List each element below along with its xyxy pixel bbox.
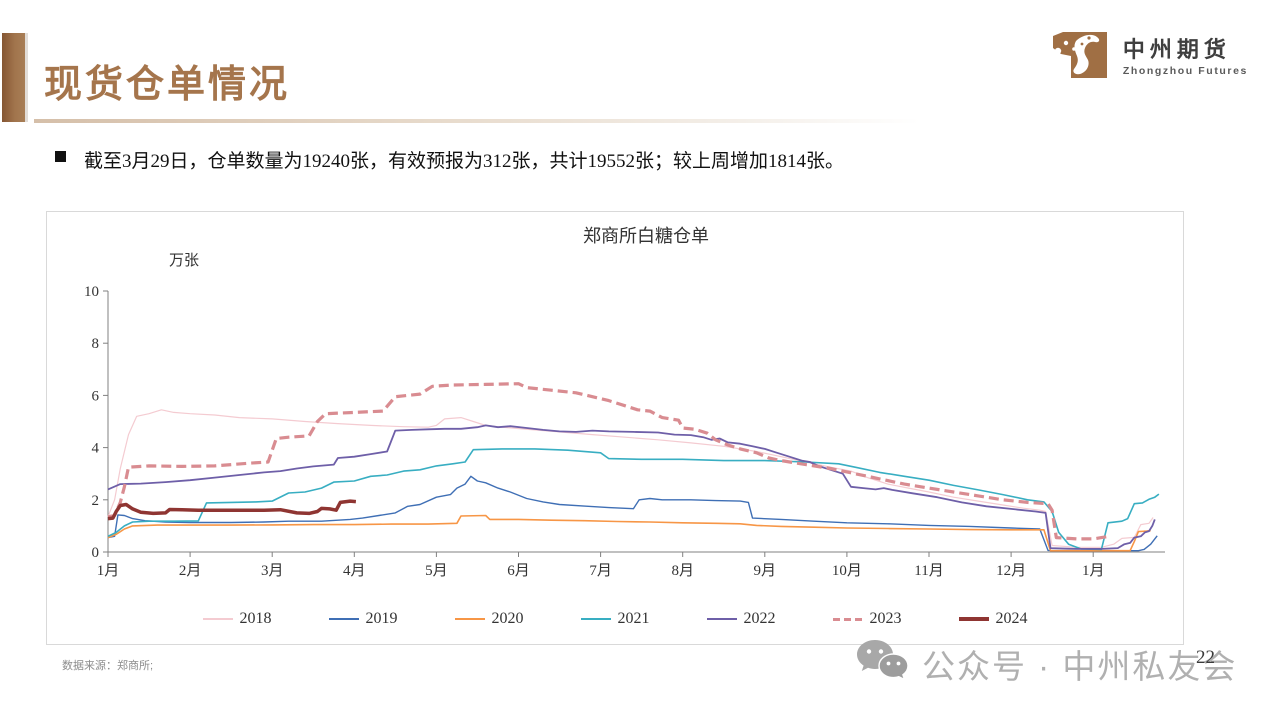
legend-item-2021: 2021 bbox=[580, 610, 650, 628]
logo-text: 中州期货 Zhongzhou Futures bbox=[1122, 36, 1248, 78]
title-accent-bar bbox=[2, 33, 28, 122]
bullet-text: 截至3月29日，仓单数量为19240张，有效预报为312张，共计19552张；较… bbox=[84, 151, 845, 172]
logo-name-en: Zhongzhou Futures bbox=[1122, 65, 1248, 78]
x-tick-label: 5月 bbox=[425, 563, 448, 579]
y-axis-unit-label: 万张 bbox=[169, 252, 199, 269]
y-tick-label: 10 bbox=[84, 284, 99, 300]
x-tick-label: 8月 bbox=[671, 563, 694, 579]
watermark-text: 公众号 · 中州私友会 bbox=[922, 647, 1238, 685]
wechat-icon bbox=[856, 638, 909, 689]
series-line-2020 bbox=[107, 514, 1151, 552]
y-tick-label: 0 bbox=[92, 545, 100, 561]
data-source-note: 数据来源：郑商所; bbox=[62, 660, 154, 672]
series-line-2021 bbox=[107, 448, 1160, 551]
legend-label-2020: 2020 bbox=[491, 610, 524, 627]
logo-name-cn: 中州期货 bbox=[1122, 36, 1231, 62]
x-tick-label: 4月 bbox=[343, 563, 366, 579]
x-tick-label: 2月 bbox=[179, 563, 202, 579]
bullet-square-icon bbox=[55, 151, 66, 162]
chart-container: 郑商所白糖仓单万张 0 2 4 6 8 10 1月 2月 3月 4月 5月 6月 7月 8月 9月 10月 11月… bbox=[46, 211, 1184, 645]
legend-swatch-2018 bbox=[202, 618, 233, 620]
x-tick-label: 1月 bbox=[1082, 563, 1105, 579]
legend-item-2024: 2024 bbox=[958, 610, 1028, 628]
legend-label-2021: 2021 bbox=[617, 610, 650, 627]
x-tick-label: 11月 bbox=[914, 563, 943, 579]
legend-label-2018: 2018 bbox=[239, 610, 272, 627]
series-line-2023 bbox=[107, 382, 1110, 541]
x-tick-label: 1月 bbox=[97, 563, 120, 579]
x-tick-label: 9月 bbox=[754, 563, 777, 579]
series-line-2024 bbox=[107, 499, 357, 521]
legend-swatch-2022 bbox=[706, 618, 737, 620]
legend-label-2024: 2024 bbox=[995, 610, 1028, 627]
series-line-2018 bbox=[107, 409, 1154, 548]
page-title: 现货仓单情况 bbox=[44, 64, 291, 106]
company-logo: 中州期货 Zhongzhou Futures bbox=[1049, 28, 1248, 87]
page-number: 22 bbox=[1196, 647, 1215, 668]
legend-swatch-2021 bbox=[580, 618, 611, 620]
x-tick-label: 7月 bbox=[589, 563, 612, 579]
series-line-2019 bbox=[107, 475, 1158, 552]
legend-item-2018: 2018 bbox=[202, 610, 272, 628]
wechat-watermark: 公众号 · 中州私友会 bbox=[856, 638, 1237, 689]
legend-item-2022: 2022 bbox=[706, 610, 776, 628]
title-underline bbox=[34, 119, 920, 123]
leopard-logo-icon bbox=[1049, 28, 1111, 87]
series-line-2022 bbox=[107, 424, 1156, 550]
chart-legend: 2018 2019 2020 2021 2022 2023 2024 bbox=[47, 610, 1183, 628]
legend-label-2023: 2023 bbox=[869, 610, 902, 627]
y-tick-label: 8 bbox=[92, 336, 100, 352]
legend-swatch-2020 bbox=[454, 618, 485, 620]
legend-label-2019: 2019 bbox=[365, 610, 398, 627]
x-tick-label: 12月 bbox=[996, 563, 1026, 579]
x-tick-label: 10月 bbox=[832, 563, 862, 579]
legend-label-2022: 2022 bbox=[743, 610, 776, 627]
legend-item-2023: 2023 bbox=[832, 610, 902, 628]
legend-swatch-2023 bbox=[832, 617, 863, 621]
bullet-row: 截至3月29日，仓单数量为19240张，有效预报为312张，共计19552张；较… bbox=[55, 146, 844, 173]
x-tick-label: 6月 bbox=[507, 563, 530, 579]
y-tick-label: 4 bbox=[92, 441, 100, 457]
y-tick-label: 6 bbox=[92, 388, 100, 404]
legend-item-2019: 2019 bbox=[328, 610, 398, 628]
x-tick-label: 3月 bbox=[261, 563, 284, 579]
legend-swatch-2019 bbox=[328, 618, 359, 620]
y-tick-label: 2 bbox=[92, 493, 100, 509]
legend-item-2020: 2020 bbox=[454, 610, 524, 628]
legend-swatch-2024 bbox=[958, 617, 989, 621]
chart-title: 郑商所白糖仓单 bbox=[583, 226, 709, 246]
